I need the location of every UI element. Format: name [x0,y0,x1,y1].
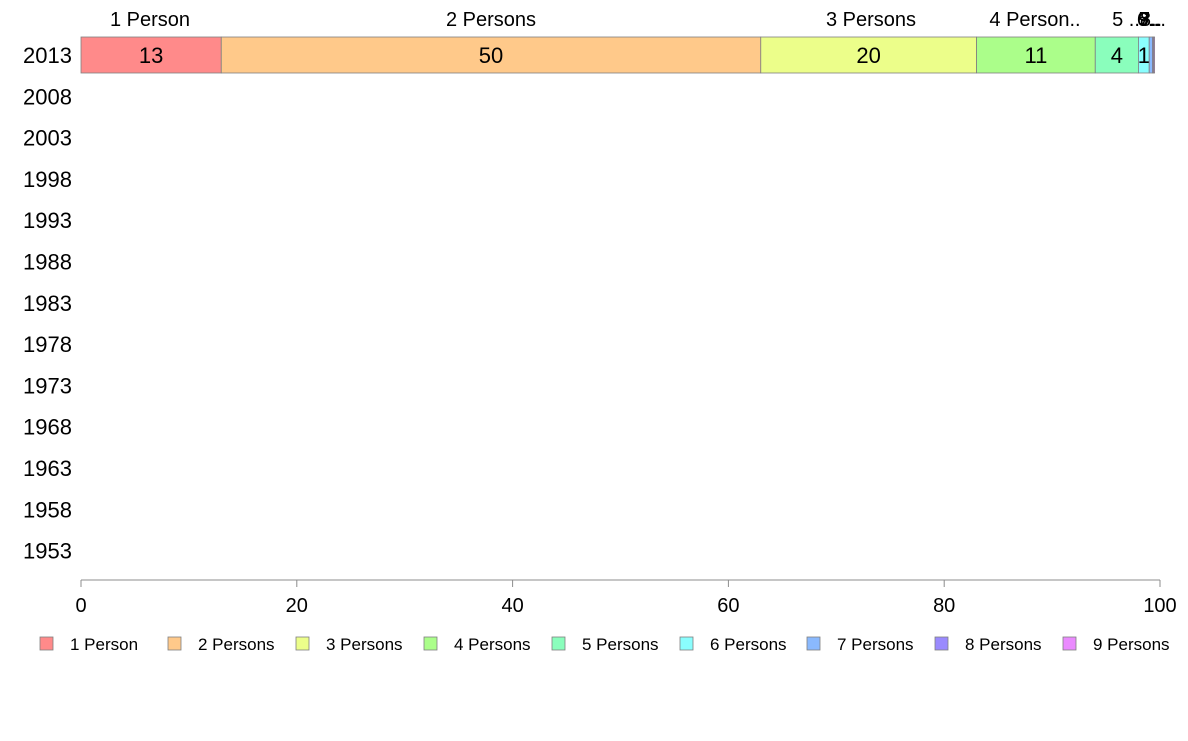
bar-segment [1153,36,1156,74]
y-tick-label: 1958 [23,497,72,522]
legend-swatch [679,636,694,651]
segment-top-label: 8.. [1140,9,1162,31]
x-tick-label: 40 [501,595,523,617]
legend-swatch [1062,636,1077,651]
y-tick-label: 2013 [23,43,72,68]
y-tick-label: 1988 [23,250,72,275]
data-label: 20 [856,43,880,68]
legend-swatch [39,636,54,651]
y-tick-label: 1998 [23,167,72,192]
legend-swatch [167,636,182,651]
x-tick-label: 0 [75,595,86,617]
legend-swatch [806,636,821,651]
legend-swatch [551,636,566,651]
data-label: 11 [1024,43,1047,68]
data-label: 4 [1111,43,1123,68]
bar-segment [760,36,977,74]
y-tick-label: 1983 [23,291,72,316]
y-tick-label: 1953 [23,539,72,564]
data-label: 50 [479,43,503,68]
bar-segment [1094,36,1139,74]
legend-label: 8 Persons [965,635,1042,654]
segment-top-label: 3 Persons [826,9,916,31]
legend-label: 2 Persons [198,635,275,654]
legend-label: 6 Persons [710,635,787,654]
legend-swatch [295,636,310,651]
data-label: 1 [1138,43,1150,68]
legend-label: 7 Persons [837,635,914,654]
y-tick-label: 1968 [23,415,72,440]
segment-top-label: 5 .. [1112,9,1140,31]
x-tick-label: 80 [933,595,955,617]
legend-label: 3 Persons [326,635,403,654]
legend-label: 9 Persons [1093,635,1170,654]
segment-top-label: 1 Person [110,9,190,31]
x-tick-label: 60 [717,595,739,617]
data-label: 13 [139,43,163,68]
y-tick-label: 1993 [23,208,72,233]
bar-segment [976,36,1096,74]
legend-label: 5 Persons [582,635,659,654]
x-tick-label: 100 [1143,595,1176,617]
segment-top-label: 6.. [1137,9,1159,31]
segment-top-label: 9... [1138,9,1166,31]
y-tick-label: 2003 [23,126,72,151]
segment-top-label: 4 Person.. [989,9,1080,31]
y-tick-label: 1978 [23,332,72,357]
y-tick-label: 1963 [23,456,72,481]
legend-label: 4 Persons [454,635,531,654]
y-tick-label: 2008 [23,84,72,109]
bar-segment [1148,36,1153,74]
segment-top-label: 7.. [1139,9,1161,31]
y-tick-label: 1973 [23,373,72,398]
segment-top-label: 2 Persons [446,9,536,31]
x-tick-label: 20 [286,595,308,617]
legend-swatch [934,636,949,651]
bar-segment [80,36,222,74]
legend-label: 1 Person [70,635,138,654]
bar-segment [220,36,762,74]
legend-swatch [423,636,438,651]
